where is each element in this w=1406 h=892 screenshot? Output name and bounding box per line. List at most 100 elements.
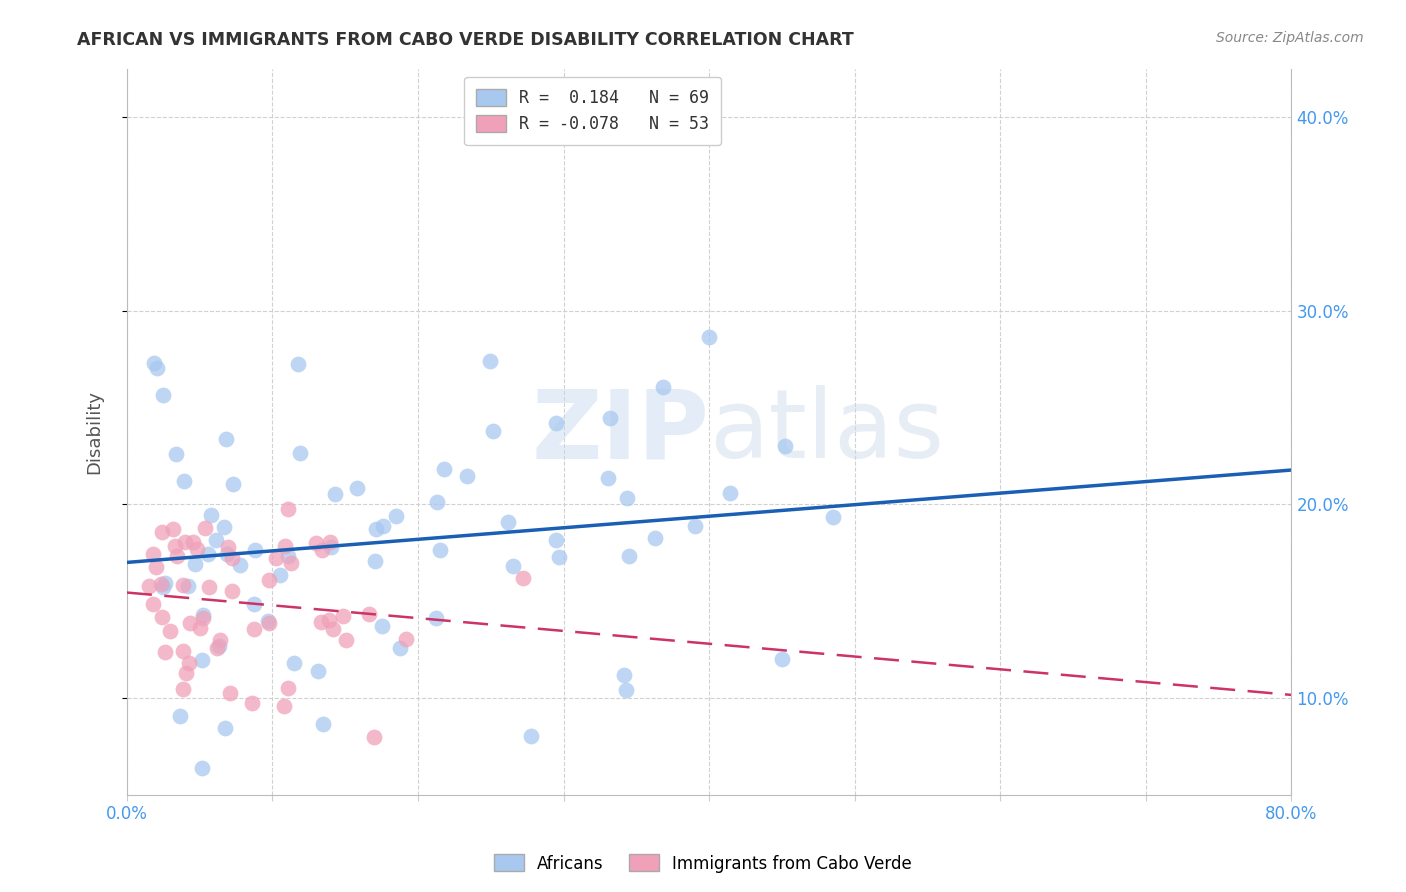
Point [520, 729, 543, 743]
Point [191, 611, 214, 625]
Point [290, 446, 312, 460]
Point [176, 579, 198, 593]
Point [257, 615, 280, 629]
Point [177, 657, 200, 671]
Point [173, 474, 195, 488]
Point [257, 615, 280, 630]
Point [172, 577, 194, 591]
Point [616, 682, 638, 697]
Point [502, 558, 524, 573]
Point [481, 424, 503, 438]
Point [384, 508, 406, 523]
Point [221, 477, 243, 491]
Point [243, 542, 266, 557]
Point [219, 685, 242, 699]
Point [273, 698, 295, 713]
Point [150, 577, 173, 591]
Point [697, 330, 720, 344]
Point [243, 622, 266, 636]
Point [277, 549, 299, 564]
Point [617, 549, 640, 564]
Point [198, 580, 221, 594]
Point [363, 730, 385, 744]
Point [138, 579, 160, 593]
Point [269, 567, 291, 582]
Point [191, 761, 214, 775]
Point [208, 632, 231, 647]
Point [153, 645, 176, 659]
Point [257, 573, 280, 587]
Point [179, 615, 201, 630]
Y-axis label: Disability: Disability [86, 390, 103, 474]
Point [304, 536, 326, 550]
Point [546, 416, 568, 430]
Point [335, 633, 357, 648]
Point [221, 584, 243, 599]
Point [429, 543, 451, 558]
Point [208, 639, 231, 653]
Point [456, 469, 478, 483]
Point [214, 721, 236, 735]
Point [616, 491, 638, 505]
Point [770, 652, 793, 666]
Legend: Africans, Immigrants from Cabo Verde: Africans, Immigrants from Cabo Verde [488, 847, 918, 880]
Point [181, 535, 204, 549]
Point [277, 681, 299, 695]
Point [821, 510, 844, 524]
Point [186, 542, 208, 557]
Point [496, 516, 519, 530]
Point [240, 696, 263, 710]
Point [264, 551, 287, 566]
Text: ZIP: ZIP [531, 385, 709, 478]
Point [433, 462, 456, 476]
Point [277, 501, 299, 516]
Point [169, 709, 191, 723]
Text: Source: ZipAtlas.com: Source: ZipAtlas.com [1216, 31, 1364, 45]
Point [273, 539, 295, 553]
Point [364, 554, 387, 568]
Point [217, 541, 239, 555]
Point [366, 522, 388, 536]
Point [184, 557, 207, 571]
Point [172, 644, 194, 658]
Point [319, 540, 342, 554]
Point [613, 668, 636, 682]
Point [150, 524, 173, 539]
Point [243, 598, 266, 612]
Point [143, 356, 166, 370]
Point [159, 624, 181, 638]
Point [309, 615, 332, 630]
Point [165, 539, 187, 553]
Point [188, 621, 211, 635]
Point [546, 533, 568, 547]
Point [683, 519, 706, 533]
Point [215, 547, 238, 561]
Point [204, 533, 226, 547]
Point [318, 613, 340, 627]
Point [172, 682, 194, 697]
Point [718, 485, 741, 500]
Point [596, 471, 619, 485]
Point [191, 608, 214, 623]
Point [191, 653, 214, 667]
Point [152, 387, 174, 401]
Point [599, 410, 621, 425]
Point [194, 521, 217, 535]
Point [479, 353, 502, 368]
Point [150, 610, 173, 624]
Point [153, 576, 176, 591]
Point [200, 508, 222, 522]
Point [152, 580, 174, 594]
Point [287, 357, 309, 371]
Point [319, 534, 342, 549]
Point [197, 547, 219, 561]
Text: atlas: atlas [709, 385, 945, 478]
Point [166, 549, 188, 563]
Point [652, 380, 675, 394]
Point [166, 447, 188, 461]
Point [512, 571, 534, 585]
Point [371, 619, 394, 633]
Point [547, 549, 569, 564]
Point [174, 535, 197, 549]
Point [307, 665, 329, 679]
